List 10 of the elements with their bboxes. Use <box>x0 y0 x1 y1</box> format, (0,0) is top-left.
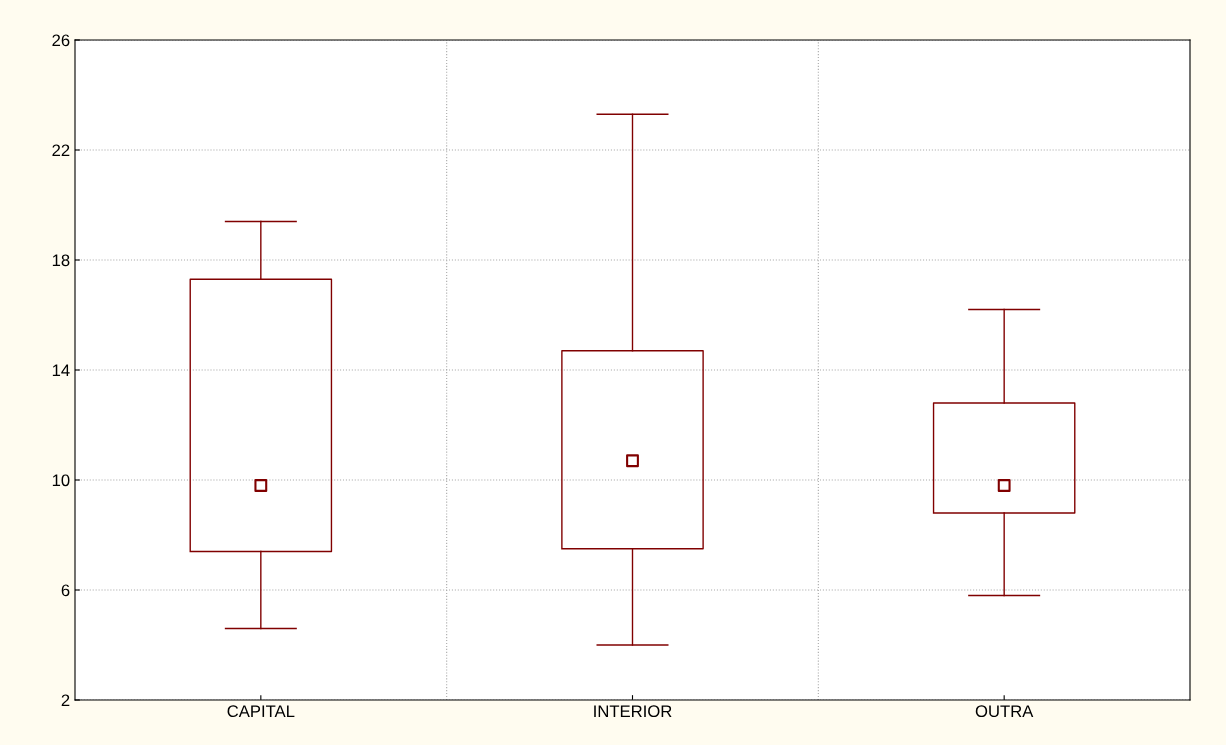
y-tick-label: 6 <box>61 584 70 597</box>
x-tick-label: CAPITAL <box>227 705 295 718</box>
y-tick-label: 2 <box>61 694 70 707</box>
y-tick-label: 10 <box>52 474 70 487</box>
x-tick-label: INTERIOR <box>594 705 672 718</box>
y-tick-label: 18 <box>52 254 70 267</box>
y-tick-label: 22 <box>52 144 70 157</box>
y-tick-label: 26 <box>52 34 70 47</box>
y-tick-label: 14 <box>52 364 70 377</box>
x-tick-label: OUTRA <box>975 705 1034 718</box>
